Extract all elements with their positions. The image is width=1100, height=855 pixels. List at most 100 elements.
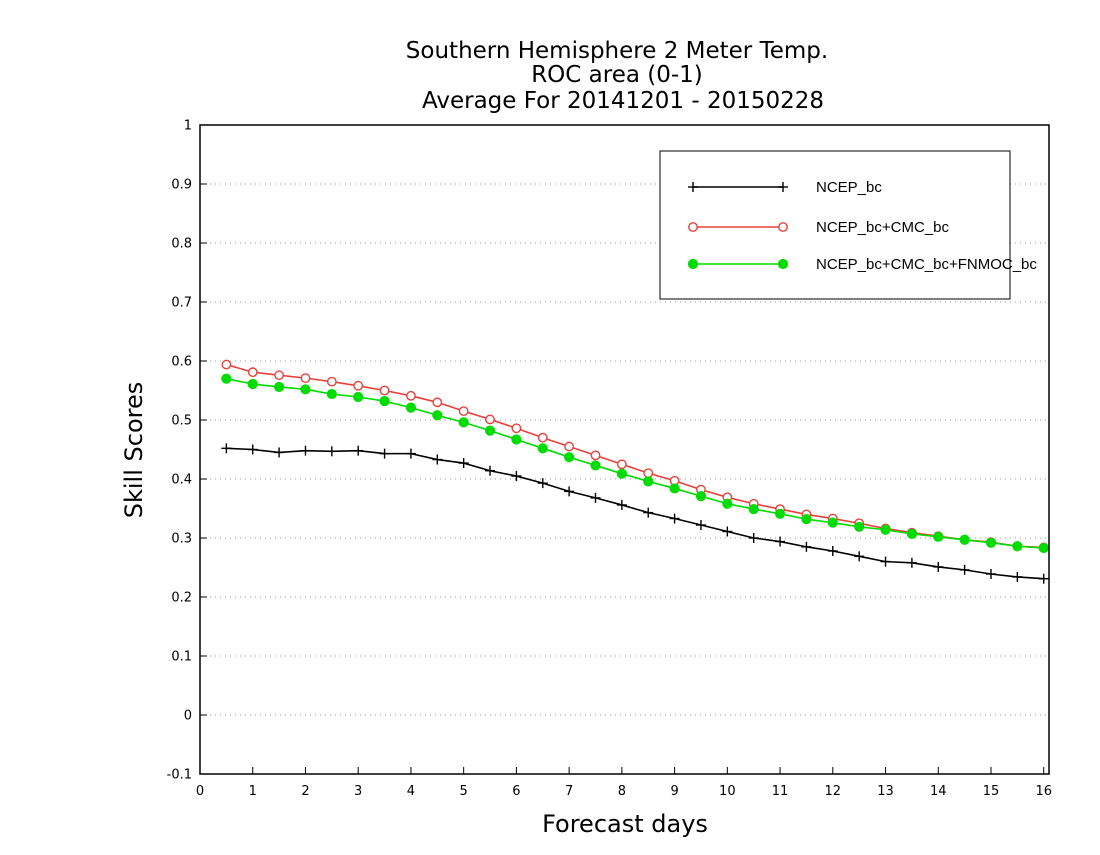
- data-point: [405, 448, 416, 459]
- legend-marker: [687, 258, 699, 270]
- x-tick-label: 10: [719, 784, 736, 799]
- legend-marker: [688, 182, 698, 192]
- y-tick-label: 0.1: [171, 650, 192, 665]
- data-point: [432, 397, 443, 408]
- data-point: [880, 524, 891, 535]
- data-point: [564, 486, 575, 497]
- plot-frame: [199, 124, 1050, 775]
- data-point: [511, 434, 522, 445]
- series-NCEP_bc+CMC_bc: [221, 359, 1049, 553]
- series-line: [226, 377, 1044, 549]
- data-point: [748, 533, 759, 543]
- data-point: [432, 410, 443, 421]
- y-tick-label: 1: [184, 119, 192, 134]
- series-lines: [221, 359, 1049, 584]
- data-point: [827, 545, 838, 556]
- data-point: [801, 514, 812, 525]
- data-point: [564, 452, 575, 463]
- legend-entry: NCEP_bc+CMC_bc: [688, 219, 949, 236]
- series-NCEP_bc+CMC_bc+FNMOC_bc: [221, 373, 1049, 554]
- x-tick-label: 7: [565, 784, 573, 799]
- data-point: [537, 478, 548, 489]
- data-point: [221, 373, 232, 384]
- x-tick-label: 11: [772, 784, 789, 799]
- series-NCEP_bc: [221, 443, 1049, 584]
- x-tick-label: 12: [825, 784, 842, 799]
- chart-title-line-3: Average For 20141201 - 20150228: [422, 88, 824, 114]
- data-point: [643, 468, 654, 478]
- x-tick-label: 3: [354, 784, 362, 799]
- y-tick-label: 0.8: [171, 237, 192, 252]
- y-tick-label: 0.5: [171, 414, 192, 429]
- legend-label: NCEP_bc+CMC_bc: [816, 219, 949, 236]
- chart-title: Southern Hemisphere 2 Meter Temp. ROC ar…: [406, 38, 828, 114]
- legend-label: NCEP_bc+CMC_bc+FNMOC_bc: [816, 256, 1037, 273]
- data-point: [854, 551, 865, 562]
- data-point: [221, 359, 232, 370]
- data-point: [537, 432, 548, 443]
- data-point: [458, 458, 469, 469]
- legend-marker: [688, 222, 698, 232]
- x-tick-label: 13: [877, 784, 894, 799]
- data-point: [484, 425, 496, 436]
- data-point: [458, 406, 469, 417]
- legend-marker: [778, 222, 788, 232]
- data-point: [775, 536, 786, 547]
- legend: NCEP_bc NCEP_bc+CMC_bc NCEP_bc+CMC_bc+FNMO…: [659, 150, 1037, 300]
- data-point: [880, 556, 891, 567]
- y-tick-label: 0.9: [171, 178, 192, 193]
- data-point: [695, 520, 706, 531]
- data-point: [300, 373, 311, 384]
- legend-marker: [778, 182, 788, 192]
- y-tick-label: 0.4: [171, 473, 192, 488]
- data-point: [590, 450, 601, 461]
- data-point: [406, 390, 416, 401]
- data-point: [537, 443, 548, 454]
- data-point: [933, 561, 944, 572]
- data-point: [695, 491, 707, 502]
- data-point: [300, 384, 311, 395]
- series-line: [226, 363, 1044, 549]
- data-point: [616, 499, 627, 510]
- legend-box: [659, 150, 1011, 300]
- data-point: [511, 471, 522, 482]
- data-point: [669, 513, 680, 524]
- chart-title-line-2: ROC area (0-1): [531, 62, 703, 88]
- data-point: [273, 381, 285, 393]
- x-tick-label: 5: [460, 784, 468, 799]
- y-tick-label: 0.6: [171, 355, 192, 370]
- y-axis-ticks: -0.1 0 0.1 0.2 0.3 0.4 0.5 0.6 0.7 0.8 0.9 1: [167, 119, 207, 783]
- x-tick-label: 16: [1035, 784, 1052, 799]
- data-point: [722, 498, 733, 509]
- data-point: [722, 526, 733, 537]
- legend-entry: NCEP_bc: [688, 179, 882, 196]
- data-point: [485, 414, 495, 425]
- x-tick-label: 15: [983, 784, 1000, 799]
- data-point: [458, 417, 469, 428]
- data-point: [590, 492, 601, 503]
- data-point: [854, 521, 865, 532]
- x-tick-label: 8: [618, 784, 626, 799]
- data-point: [326, 388, 337, 400]
- x-tick-label: 6: [512, 784, 520, 799]
- data-point: [748, 503, 759, 515]
- y-axis-label: Skill Scores: [120, 382, 148, 519]
- chart-title-line-1: Southern Hemisphere 2 Meter Temp.: [406, 38, 828, 64]
- data-point: [827, 517, 838, 528]
- data-point: [1012, 541, 1023, 552]
- data-point: [564, 441, 575, 452]
- y-tick-label: 0.3: [171, 532, 192, 547]
- data-point: [221, 443, 232, 454]
- data-point: [379, 396, 390, 407]
- data-point: [669, 483, 680, 494]
- legend-entry: NCEP_bc+CMC_bc+FNMOC_bc: [687, 256, 1037, 273]
- data-point: [353, 445, 364, 456]
- data-point: [379, 448, 390, 459]
- data-point: [485, 465, 496, 476]
- data-point: [985, 537, 997, 548]
- data-point: [906, 557, 917, 568]
- y-tick-label: 0.2: [171, 591, 192, 606]
- x-tick-label: 9: [670, 784, 678, 799]
- data-point: [300, 445, 311, 456]
